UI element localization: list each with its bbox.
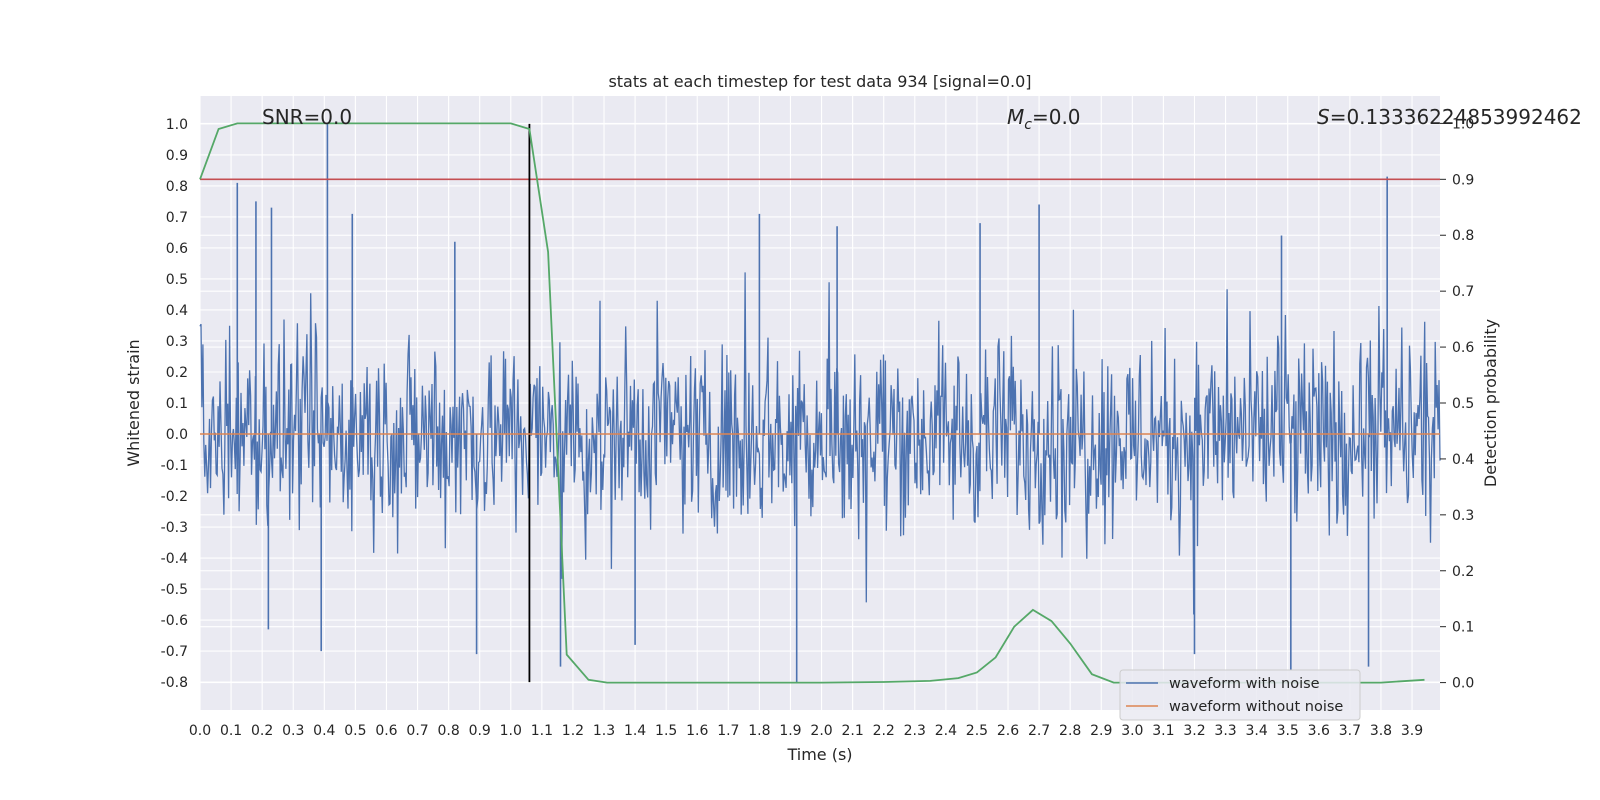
snr-annotation: SNR=0.0 [262,105,352,129]
x-tick-label: 3.5 [1277,723,1299,739]
y-tick-label: 0.0 [166,427,188,443]
x-tick-label: 0.4 [313,723,335,739]
x-tick-label: 1.6 [686,723,708,739]
y2-tick-label: 1.0 [1452,116,1474,132]
mc-annotation: Mc=0.0 [1007,105,1081,133]
y2-tick-label: 0.4 [1452,452,1474,468]
x-tick-label: 1.4 [624,723,646,739]
y-tick-label: 0.8 [166,179,188,195]
y-tick-label: -0.6 [161,613,188,629]
y-tick-label: -0.7 [161,644,188,660]
x-tick-label: 2.3 [904,723,926,739]
x-tick-label: 2.0 [810,723,832,739]
legend-label-waveform-with-noise: waveform with noise [1169,676,1320,692]
x-tick-label: 1.1 [531,723,553,739]
x-tick-label: 3.0 [1121,723,1143,739]
y-tick-label: 1.0 [166,117,188,133]
y-tick-label: 0.2 [166,365,188,381]
y-tick-label: 0.4 [166,303,188,319]
x-tick-label: 2.5 [966,723,988,739]
y-tick-label: 0.3 [166,334,188,350]
reference-lines [200,123,1440,683]
y2-tick-label: 0.7 [1452,284,1474,300]
y-tick-label: 0.1 [166,396,188,412]
x-tick-label: 0.5 [344,723,366,739]
y-tick-label: 0.5 [166,272,188,288]
y-axis-ticks: -0.8 -0.7 -0.6 -0.5 -0.4 -0.3 -0.2 -0.1 0.0 0.1 0.… [161,117,188,691]
x-tick-label: 1.0 [500,723,522,739]
legend-box [1119,669,1361,721]
y-tick-label: -0.2 [161,489,188,505]
y2-tick-label: 0.5 [1452,396,1474,412]
legend: waveform with noise waveform without noi… [1119,669,1361,721]
y2-tick-label: 0.6 [1452,340,1474,356]
x-tick-label: 0.0 [189,723,211,739]
x-tick-label: 0.7 [406,723,428,739]
y-tick-label: -0.3 [161,520,188,536]
series-waveform-with-noise [199,123,1441,683]
x-tick-label: 3.4 [1246,723,1268,739]
y-tick-label: 0.7 [166,210,188,226]
x-tick-label: 1.3 [593,723,615,739]
x-tick-label: 0.2 [251,723,273,739]
y2-tick-label: 0.0 [1452,676,1474,692]
legend-label-waveform-without-noise: waveform without noise [1169,699,1343,715]
x-tick-label: 1.2 [562,723,584,739]
x-axis-ticks: 0.0 0.1 0.2 0.3 0.4 0.5 0.6 0.7 0.8 0.9 1.0 1.1 1.2 1… [189,723,1423,739]
y2-tick-label: 0.1 [1452,620,1474,636]
y2-axis-label: Detection probability [1481,319,1500,487]
y-tick-label: -0.5 [161,582,188,598]
x-tick-label: 1.5 [655,723,677,739]
x-tick-label: 3.8 [1370,723,1392,739]
x-tick-label: 2.1 [841,723,863,739]
chart-title: stats at each timestep for test data 934… [608,72,1031,91]
y2-tick-label: 0.9 [1452,172,1474,188]
mc-value: =0.0 [1032,105,1081,129]
x-tick-label: 0.8 [437,723,459,739]
y-tick-label: 0.6 [166,241,188,257]
x-tick-label: 2.6 [997,723,1019,739]
y2-tick-label: 0.3 [1452,508,1474,524]
s-symbol: S [1317,105,1330,129]
s-value: =0.13336224853992462 [1330,105,1582,129]
x-tick-label: 2.4 [935,723,957,739]
x-tick-label: 0.9 [469,723,491,739]
x-tick-label: 2.7 [1028,723,1050,739]
x-tick-label: 3.2 [1183,723,1205,739]
y2-axis-ticks: 0.0 0.1 0.2 0.3 0.4 0.5 0.6 0.7 0.8 0.9 1.0 [1440,116,1474,692]
mc-subscript: c [1024,117,1032,133]
x-tick-label: 0.6 [375,723,397,739]
y-tick-label: -0.4 [161,551,188,567]
x-tick-label: 3.3 [1214,723,1236,739]
mc-symbol: M [1007,105,1024,129]
s-annotation: S=0.13336224853992462 [1317,105,1582,129]
x-tick-label: 0.3 [282,723,304,739]
x-tick-label: 0.1 [220,723,242,739]
x-tick-label: 3.9 [1401,723,1423,739]
y2-tick-label: 0.2 [1452,564,1474,580]
x-tick-label: 2.2 [873,723,895,739]
x-axis-label: Time (s) [786,745,852,764]
y-axis-label: Whitened strain [124,339,143,466]
y-tick-label: 0.9 [166,148,188,164]
x-tick-label: 2.9 [1090,723,1112,739]
y-tick-label: -0.1 [161,458,188,474]
x-tick-label: 3.6 [1308,723,1330,739]
x-tick-label: 1.9 [779,723,801,739]
x-tick-label: 1.7 [717,723,739,739]
x-tick-label: 3.7 [1339,723,1361,739]
y-tick-label: -0.8 [161,675,188,691]
y2-tick-label: 0.8 [1452,228,1474,244]
x-tick-label: 1.8 [748,723,770,739]
x-tick-label: 2.8 [1059,723,1081,739]
x-tick-label: 3.1 [1152,723,1174,739]
grid [199,96,1440,710]
